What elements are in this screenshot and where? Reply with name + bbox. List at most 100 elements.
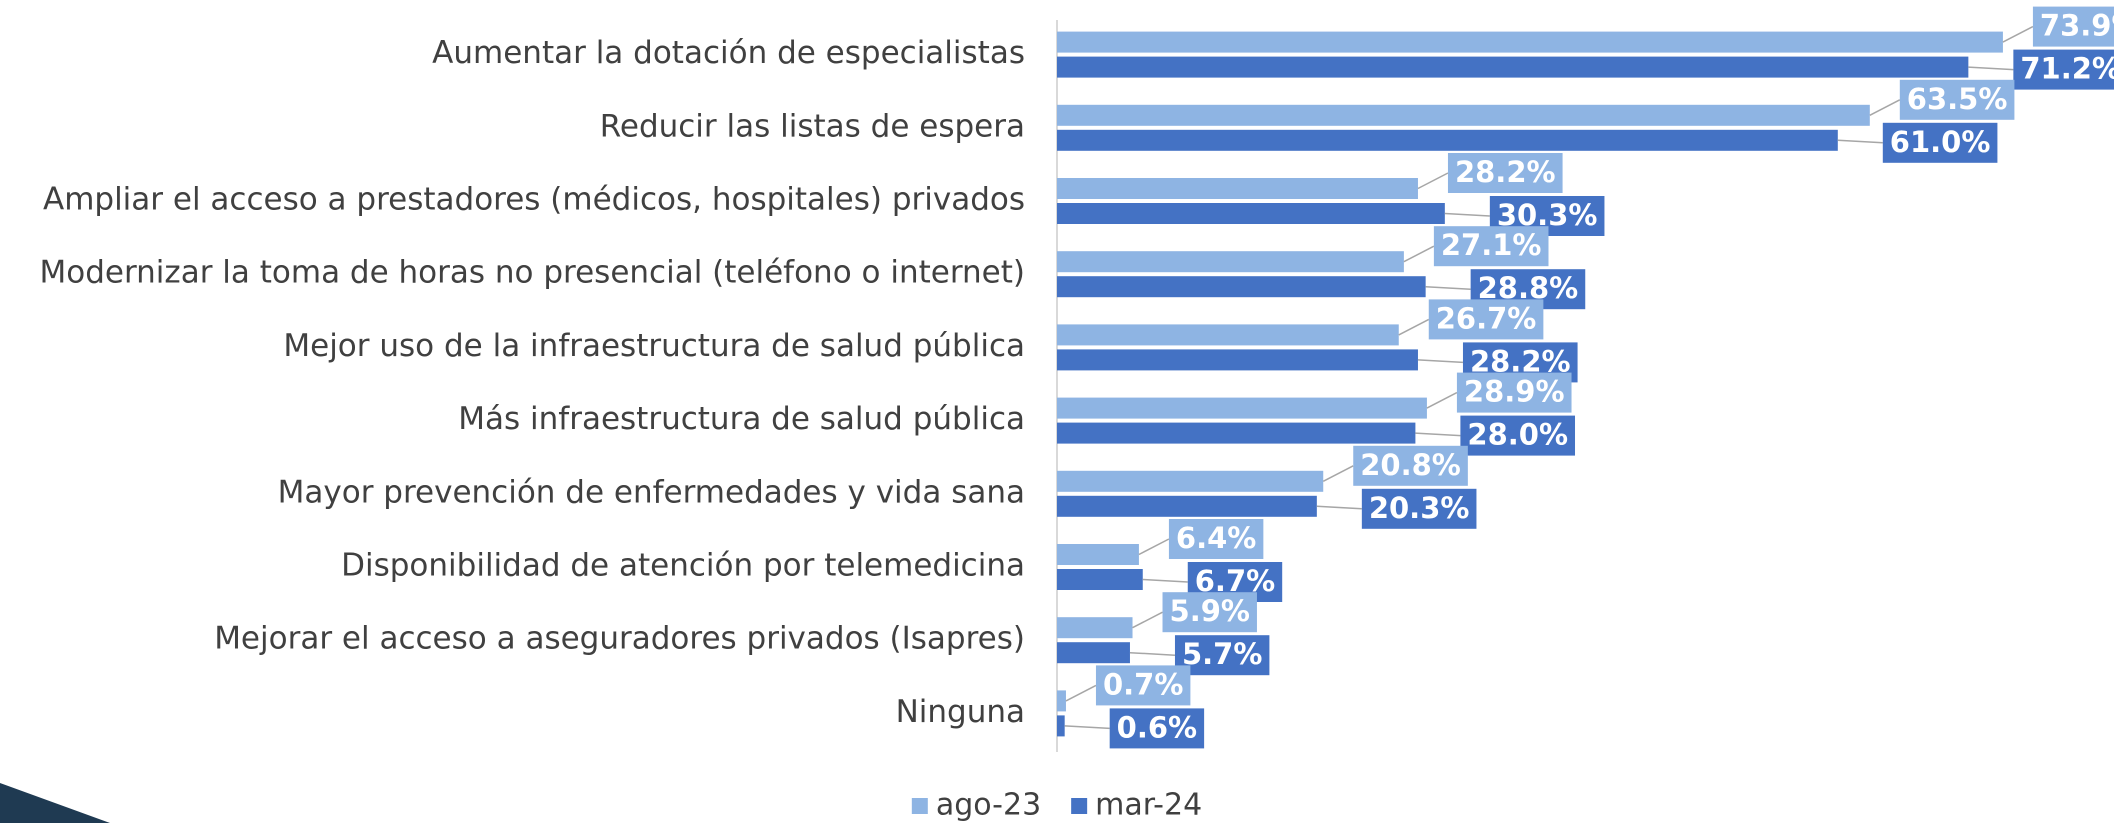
value-label: 5.9% bbox=[1132, 592, 1257, 633]
leader-line bbox=[1316, 505, 1362, 510]
value-label: 28.0% bbox=[1415, 415, 1576, 456]
value-label: 71.2% bbox=[1968, 49, 2114, 90]
value-label: 27.1% bbox=[1403, 226, 1549, 267]
value-label-text: 27.1% bbox=[1441, 228, 1542, 262]
value-label-text: 71.2% bbox=[2020, 52, 2114, 86]
value-label-text: 63.5% bbox=[1907, 82, 2008, 116]
value-label-box bbox=[1428, 299, 1544, 340]
value-label-box bbox=[1168, 519, 1264, 559]
value-label: 0.7% bbox=[1065, 665, 1191, 706]
value-label-box bbox=[1433, 226, 1549, 267]
value-label: 20.3% bbox=[1316, 488, 1477, 529]
value-label-text: 0.7% bbox=[1103, 667, 1183, 701]
bar bbox=[1057, 690, 1066, 712]
value-label-text: 28.2% bbox=[1455, 155, 1556, 189]
value-label-box bbox=[1882, 122, 1998, 163]
value-label-text: 0.6% bbox=[1117, 710, 1197, 744]
value-label: 63.5% bbox=[1869, 79, 2015, 120]
value-label-box bbox=[1460, 415, 1576, 456]
bar bbox=[1057, 129, 1838, 151]
bar bbox=[1057, 642, 1130, 664]
bar bbox=[1057, 56, 1969, 78]
leader-line bbox=[1415, 432, 1461, 437]
legend-label: ago-23 bbox=[936, 788, 1041, 823]
leader-line bbox=[1837, 139, 1883, 144]
bar bbox=[1057, 104, 1870, 126]
leader-line bbox=[1426, 391, 1458, 409]
leader-line bbox=[1142, 578, 1188, 583]
value-label-text: 5.9% bbox=[1170, 594, 1250, 628]
leader-line bbox=[1869, 99, 1901, 116]
category-label: Ninguna bbox=[896, 694, 1025, 730]
bar bbox=[1057, 495, 1317, 517]
value-label: 20.8% bbox=[1322, 445, 1468, 486]
value-label-box bbox=[1109, 708, 1205, 749]
category-label: Disponibilidad de atención por telemedic… bbox=[341, 548, 1025, 584]
value-label-text: 20.3% bbox=[1369, 491, 1470, 525]
value-label-box bbox=[1095, 665, 1191, 706]
leader-line bbox=[1132, 611, 1163, 629]
value-label-box bbox=[1447, 153, 1563, 193]
bar bbox=[1057, 715, 1065, 737]
category-label: Mejorar el acceso a aseguradores privado… bbox=[214, 621, 1025, 657]
legend-swatch bbox=[1071, 798, 1088, 814]
category-label: Mejor uso de la infraestructura de salud… bbox=[283, 328, 1025, 364]
value-label: 28.9% bbox=[1426, 372, 1572, 413]
legend-swatch bbox=[911, 798, 928, 814]
bar bbox=[1057, 178, 1418, 199]
value-label-box bbox=[1456, 372, 1572, 413]
category-label: Más infraestructura de salud pública bbox=[458, 401, 1025, 437]
leader-line bbox=[1138, 538, 1170, 556]
leader-line bbox=[1417, 172, 1449, 190]
bar bbox=[1057, 251, 1404, 273]
leader-line bbox=[1064, 725, 1110, 730]
value-label-text: 28.9% bbox=[1464, 375, 1565, 409]
value-label-text: 20.8% bbox=[1360, 448, 1461, 482]
value-label-box bbox=[1899, 79, 2015, 120]
value-label-text: 73.9% bbox=[2040, 9, 2114, 43]
value-label: 5.7% bbox=[1129, 635, 1270, 676]
value-label-box bbox=[1353, 445, 1468, 486]
value-label-text: 6.4% bbox=[1176, 521, 1256, 555]
category-label: Ampliar el acceso a prestadores (médicos… bbox=[43, 182, 1025, 218]
value-label-box bbox=[2032, 6, 2114, 47]
bar bbox=[1057, 397, 1427, 419]
leader-line bbox=[1425, 285, 1471, 290]
value-label-text: 28.0% bbox=[1467, 418, 1568, 452]
value-label: 0.6% bbox=[1064, 708, 1205, 749]
value-label-text: 61.0% bbox=[1890, 125, 1991, 159]
leader-line bbox=[1322, 465, 1354, 482]
value-label-text: 26.7% bbox=[1436, 301, 1537, 335]
category-label: Aumentar la dotación de especialistas bbox=[432, 35, 1025, 71]
value-label: 6.4% bbox=[1138, 519, 1264, 559]
leader-line bbox=[1065, 684, 1097, 702]
bar bbox=[1057, 31, 2003, 53]
bar bbox=[1057, 349, 1418, 371]
value-label-text: 5.7% bbox=[1182, 637, 1262, 671]
value-label: 28.2% bbox=[1417, 153, 1563, 193]
category-label: Reducir las listas de espera bbox=[600, 108, 1025, 144]
value-label-box bbox=[1174, 635, 1270, 676]
value-label-box bbox=[1162, 592, 1257, 633]
leader-line bbox=[1968, 66, 2014, 71]
bar bbox=[1057, 544, 1139, 565]
leader-line bbox=[1417, 359, 1464, 364]
bar bbox=[1057, 569, 1143, 590]
value-label-box bbox=[2013, 49, 2114, 90]
bar bbox=[1057, 203, 1445, 224]
bar bbox=[1057, 617, 1133, 639]
value-label: 73.9% bbox=[2002, 6, 2114, 47]
leader-line bbox=[1398, 318, 1430, 336]
bar bbox=[1057, 470, 1324, 492]
decoration bbox=[0, 783, 110, 823]
bar bbox=[1057, 276, 1426, 298]
leader-line bbox=[1129, 651, 1176, 656]
leader-line bbox=[1444, 212, 1490, 217]
value-label: 61.0% bbox=[1837, 122, 1998, 163]
leader-line bbox=[1403, 245, 1435, 263]
bar bbox=[1057, 422, 1416, 444]
category-label: Mayor prevención de enfermedades y vida … bbox=[278, 474, 1025, 510]
legend-label: mar-24 bbox=[1095, 788, 1202, 823]
value-label: 26.7% bbox=[1398, 299, 1544, 340]
